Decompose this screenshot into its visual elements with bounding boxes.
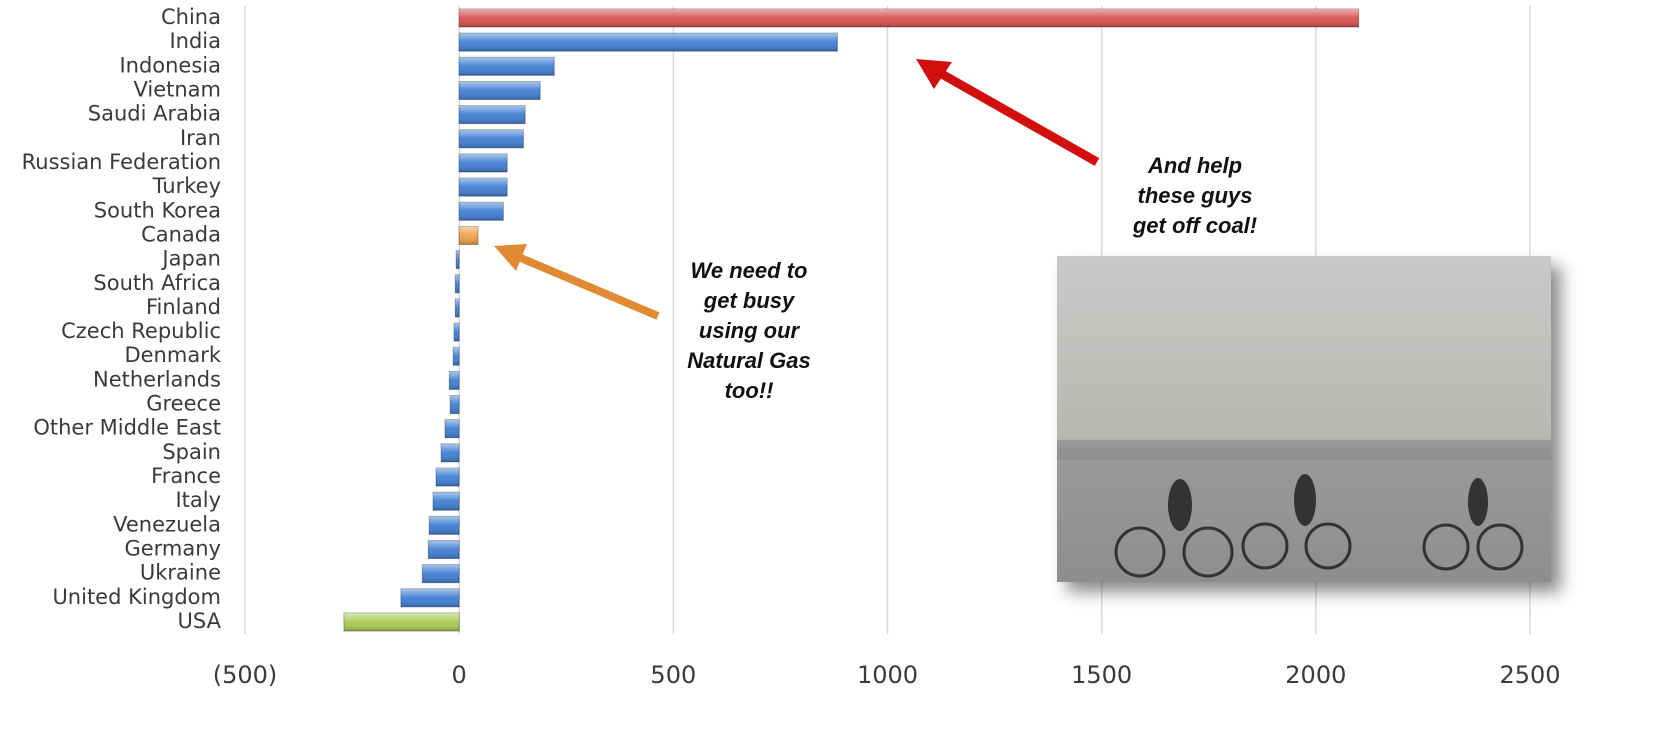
bar-gloss (422, 564, 460, 583)
y-tick-label: Russian Federation (22, 150, 221, 174)
bar-gloss (456, 250, 460, 269)
y-tick-label: Canada (141, 222, 221, 246)
annotation-text: these guys (1138, 183, 1253, 208)
orange-arrow-shaft (514, 252, 660, 320)
bar-gloss (449, 371, 460, 390)
riders (1168, 474, 1488, 531)
y-tick-label: Saudi Arabia (88, 102, 221, 126)
bar-gloss (459, 178, 508, 197)
y-tick-label: Ukraine (140, 561, 221, 585)
bar-gloss (459, 81, 541, 100)
y-tick-label: China (161, 5, 221, 29)
annotation-text: We need to (691, 258, 808, 283)
bar-gloss (453, 347, 460, 366)
photo (1057, 256, 1551, 582)
red-arrow-shaft (937, 69, 1100, 166)
bar-gloss (459, 9, 1359, 27)
x-tick-label: 1000 (857, 661, 918, 689)
bar-gloss (445, 419, 460, 438)
bar-gloss (450, 395, 460, 414)
bar-gloss (441, 443, 460, 462)
y-tick-label: Czech Republic (61, 319, 221, 343)
y-tick-label: Iran (180, 126, 221, 150)
y-tick-label: Spain (162, 440, 221, 464)
annotation-text: And help (1147, 153, 1242, 178)
annotation-text: get off coal! (1132, 213, 1257, 238)
y-tick-label: Italy (175, 488, 221, 512)
y-tick-label: Greece (146, 392, 221, 416)
y-tick-label: India (169, 29, 221, 53)
y-tick-label: South Korea (94, 198, 221, 222)
bar-gloss (459, 202, 504, 221)
annotations: We need to get busy using our Natural Gas to… (687, 153, 1257, 403)
x-tick-label: 500 (650, 661, 696, 689)
photo-horizon (1057, 440, 1551, 460)
bar-gloss (459, 105, 526, 124)
y-tick-label: Netherlands (93, 367, 221, 391)
y-tick-label: United Kingdom (52, 585, 221, 609)
bar-gloss (459, 57, 555, 76)
bar-gloss (436, 468, 460, 487)
grid: (500) 0 500 1000 1500 2000 2500 (213, 6, 1561, 689)
annotation-text: get busy (703, 288, 796, 313)
bar-gloss (343, 613, 460, 631)
arrows (494, 59, 1100, 320)
y-tick-label: South Africa (93, 271, 221, 295)
y-tick-label: Venezuela (113, 512, 221, 536)
bar-gloss (454, 323, 460, 342)
bar-gloss (455, 298, 460, 317)
bar-gloss (459, 33, 838, 52)
y-tick-label: France (151, 464, 221, 488)
x-tick-label: 2500 (1499, 661, 1560, 689)
photo-frame (1057, 256, 1551, 582)
bar-gloss (459, 129, 524, 148)
annotation-text: too!! (725, 378, 774, 403)
y-tick-label: Germany (124, 537, 221, 561)
annotation-text: Natural Gas (687, 348, 811, 373)
x-tick-label: (500) (213, 661, 278, 689)
bicycles (1114, 522, 1524, 578)
bar-gloss (428, 540, 460, 559)
y-tick-label: Vietnam (133, 77, 221, 101)
bar-gloss (455, 274, 460, 293)
y-tick-label: Indonesia (119, 53, 221, 77)
y-tick-label: Denmark (124, 343, 221, 367)
annotation-text: using our (699, 318, 801, 343)
x-tick-label: 2000 (1285, 661, 1346, 689)
x-tick-label: 0 (452, 661, 467, 689)
bar-gloss (459, 226, 479, 245)
bar-gloss (433, 492, 460, 511)
orange-arrow-head (494, 244, 527, 271)
bar-gloss (459, 153, 508, 172)
bar-gloss (400, 588, 460, 607)
y-tick-label: Japan (160, 247, 221, 271)
y-tick-label: Turkey (152, 174, 221, 198)
y-tick-label: Finland (146, 295, 221, 319)
y-tick-label: USA (178, 609, 222, 633)
x-tick-label: 1500 (1071, 661, 1132, 689)
y-tick-label: Other Middle East (33, 416, 221, 440)
red-arrow-head (916, 59, 952, 89)
bar-gloss (429, 516, 460, 535)
